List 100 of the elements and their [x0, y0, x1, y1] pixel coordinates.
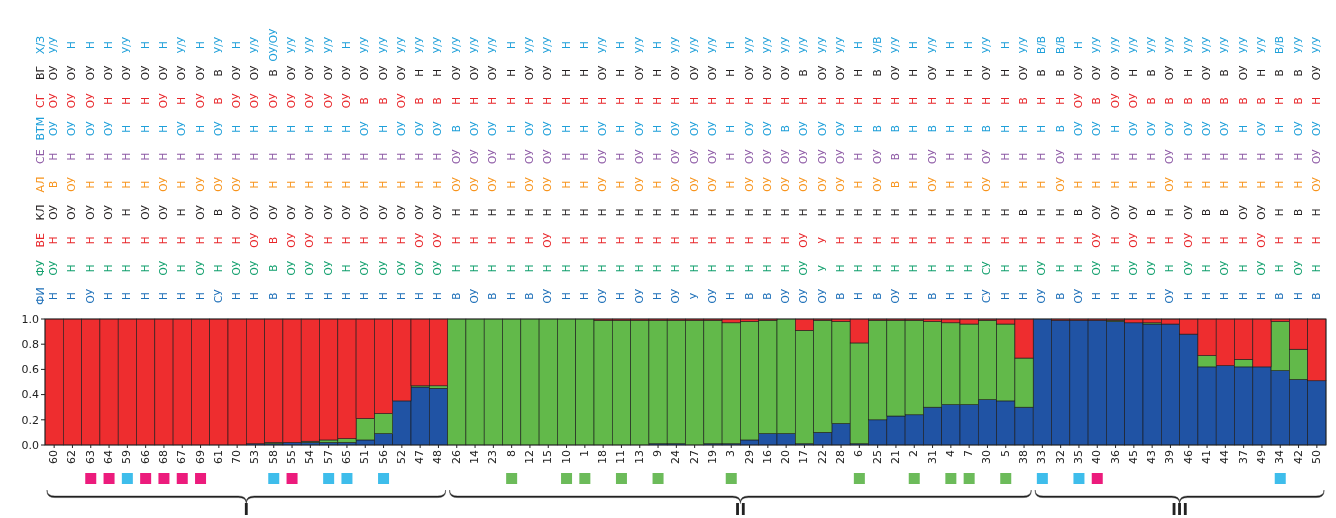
text: В	[1273, 292, 1286, 300]
x-tick-label: 58	[266, 450, 280, 464]
text: Н	[907, 152, 920, 161]
text: Н	[1254, 292, 1267, 301]
text: Н	[943, 152, 956, 161]
text: Н	[1163, 208, 1176, 217]
text: Н	[504, 124, 517, 133]
x-tick-label: 20	[779, 450, 793, 464]
text: У/У	[1254, 36, 1267, 54]
text: ОУ	[870, 177, 883, 192]
text: Н	[394, 152, 407, 161]
text: ОУ	[705, 149, 718, 164]
text: Н	[651, 264, 664, 273]
text: ОУ	[486, 65, 499, 81]
text: Н	[339, 264, 352, 273]
text: Н	[1273, 124, 1286, 133]
text: У/У	[431, 36, 444, 54]
text: ОУ	[760, 149, 773, 164]
text: Н	[339, 41, 352, 49]
text: ОУ	[1090, 121, 1103, 137]
text: ОУ	[1145, 260, 1158, 276]
text: Н	[1218, 180, 1231, 189]
text: ОУ	[742, 65, 755, 81]
text: Н	[577, 41, 590, 49]
text: В	[413, 97, 426, 105]
text: У/У	[285, 36, 298, 54]
text: Н	[193, 152, 206, 161]
text: ОУ	[522, 65, 535, 81]
text: ОУ	[596, 288, 609, 304]
text: Н	[907, 180, 920, 189]
text: Н	[687, 208, 700, 217]
text: Н	[138, 180, 151, 189]
text: Н	[559, 292, 572, 301]
text: ОУ	[705, 288, 718, 304]
text: Н	[724, 208, 737, 217]
category-label: ВТМ	[34, 116, 47, 141]
text: ОУ	[413, 121, 426, 137]
text: Н	[614, 180, 627, 189]
text: ОУ	[779, 177, 792, 192]
text: У/У	[303, 36, 316, 54]
text: Н	[834, 264, 847, 273]
text: Н	[1181, 68, 1194, 77]
text: Н	[1236, 124, 1249, 133]
text: Н	[651, 292, 664, 301]
x-tick-label: 9	[651, 450, 665, 457]
text: ОУ	[156, 205, 169, 220]
text: Н	[962, 124, 975, 133]
text: У	[687, 292, 700, 300]
text: Н	[1035, 236, 1048, 245]
x-tick-label: 61	[211, 450, 225, 464]
text: ОУ	[211, 177, 224, 192]
text: Н	[339, 292, 352, 301]
text: В	[1145, 208, 1158, 217]
text: Н	[175, 180, 188, 189]
text: Н	[1108, 124, 1121, 133]
text: Н	[614, 124, 627, 133]
x-tick-label: 59	[120, 450, 134, 464]
text: В	[1291, 97, 1304, 105]
text: ОУ	[815, 177, 828, 192]
text: ОУ	[1108, 205, 1121, 220]
text: Н	[577, 96, 590, 105]
text: Н	[614, 208, 627, 217]
text: ОУ	[303, 205, 316, 220]
text: Н	[358, 292, 371, 301]
text: В	[522, 292, 535, 300]
text: ОУ	[358, 205, 371, 220]
text: Н	[559, 96, 572, 105]
text: Н	[1200, 264, 1213, 273]
text: Н	[102, 41, 115, 49]
text: Н	[998, 292, 1011, 301]
text: ОУ	[1090, 65, 1103, 81]
text: ОУ	[1236, 205, 1249, 220]
text: Н	[1163, 236, 1176, 245]
text: В	[834, 292, 847, 300]
text: У/У	[175, 36, 188, 54]
text: Н	[760, 236, 773, 245]
text: ОУ	[669, 121, 682, 137]
text: Н	[962, 180, 975, 189]
text: Н	[888, 208, 901, 217]
text: ОУ	[193, 177, 206, 192]
x-tick-label: 68	[156, 450, 170, 464]
x-tick-label: 44	[1218, 450, 1232, 464]
text: Н	[925, 236, 938, 245]
text: ОУ	[1071, 121, 1084, 137]
text: Н	[596, 264, 609, 273]
text: СУ	[211, 289, 224, 303]
text: В	[1053, 292, 1066, 300]
text: Н	[468, 264, 481, 273]
text: В	[1218, 69, 1231, 77]
text: ОУ	[797, 149, 810, 164]
text: ОУ	[1291, 121, 1304, 137]
x-tick-label: 46	[1181, 450, 1195, 464]
text: Н	[724, 124, 737, 133]
text: Н	[120, 208, 133, 217]
text: Н	[376, 180, 389, 189]
text: У/У	[1108, 36, 1121, 54]
text: Н	[1181, 180, 1194, 189]
text: В	[211, 208, 224, 217]
text: Н	[705, 236, 718, 245]
text: ОУ	[358, 260, 371, 276]
